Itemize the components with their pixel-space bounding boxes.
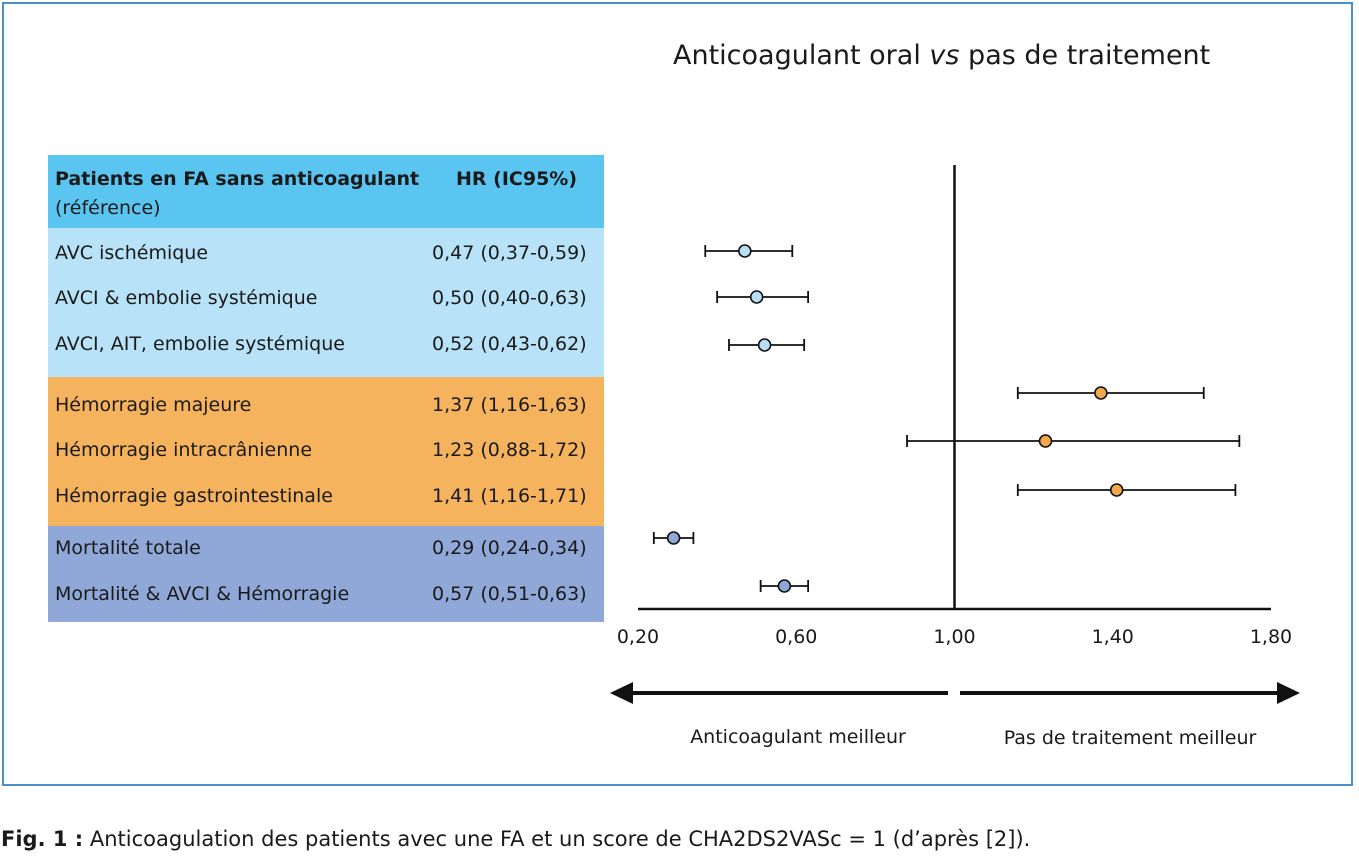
hr-point <box>1094 386 1108 400</box>
table-header-hr: HR (IC95%) <box>456 168 578 190</box>
hr-point <box>738 244 752 258</box>
arrow-left-head <box>610 682 633 704</box>
row-label: Hémorragie gastrointestinale <box>55 485 333 507</box>
hr-point <box>749 290 764 304</box>
row-label: Mortalité totale <box>55 537 201 559</box>
arrow-right-head <box>1277 682 1300 704</box>
x-tick-label: 1,80 <box>1250 626 1292 648</box>
row-hr-value: 1,41 (1,16-1,71) <box>432 485 587 507</box>
row-hr-value: 1,23 (0,88-1,72) <box>432 439 587 461</box>
direction-label-right: Pas de traitement meilleur <box>1004 727 1257 749</box>
row-label: Hémorragie majeure <box>55 394 252 416</box>
row-hr-value: 0,57 (0,51-0,63) <box>432 583 587 605</box>
table-header-label: Patients en FA sans anticoagulant <box>55 168 420 190</box>
x-tick-label: 1,00 <box>933 626 975 648</box>
hr-point <box>666 531 681 545</box>
row-hr-value: 0,50 (0,40-0,63) <box>432 287 587 309</box>
x-tick-label: 0,20 <box>617 626 659 648</box>
row-label: AVC ischémique <box>55 242 209 264</box>
hr-point <box>757 338 772 352</box>
row-label: AVCI, AIT, embolie systémique <box>55 333 345 355</box>
table-group-hemorrhage <box>48 377 604 526</box>
hr-point <box>777 579 792 593</box>
row-hr-value: 1,37 (1,16-1,63) <box>432 394 587 416</box>
hr-point <box>1109 483 1124 497</box>
hr-point <box>1038 434 1053 448</box>
row-hr-value: 0,52 (0,43-0,62) <box>432 333 587 355</box>
x-tick-label: 1,40 <box>1092 626 1134 648</box>
table-header-sublabel: (référence) <box>55 197 161 219</box>
figure-caption: Fig. 1 : Anticoagulation des patients av… <box>1 827 1031 851</box>
table-header <box>48 155 604 228</box>
table-group-mortality <box>48 526 604 622</box>
row-hr-value: 0,29 (0,24-0,34) <box>432 537 587 559</box>
row-hr-value: 0,47 (0,37-0,59) <box>432 242 587 264</box>
row-label: Hémorragie intracrânienne <box>55 439 313 461</box>
chart-title: Anticoagulant oral vs pas de traitement <box>673 40 1211 71</box>
table-group-stroke <box>48 228 604 377</box>
direction-label-left: Anticoagulant meilleur <box>690 726 906 748</box>
row-label: AVCI & embolie systémique <box>55 287 318 309</box>
x-tick-label: 0,60 <box>775 626 817 648</box>
row-label: Mortalité & AVCI & Hémorragie <box>55 583 350 605</box>
